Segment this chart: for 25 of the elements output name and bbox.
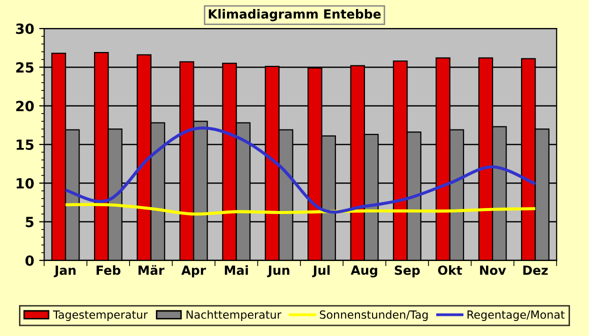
x-tick-label: Mär [138,265,164,275]
y-tick-label: 5 [26,216,34,228]
y-tick-label: 25 [16,62,34,73]
y-tick-label: 30 [16,24,34,34]
legend-label: Tagestemperatur [53,310,148,321]
x-tick-label: Jul [312,265,330,278]
y-tick-label: 15 [16,140,34,150]
x-tick-label: Aug [350,266,378,278]
x-tick-label: Nov [480,266,506,275]
x-tick-label: Mai [224,265,248,275]
x-tick-label: Feb [96,265,120,275]
legend-label: Sonnenstunden/Tag [320,310,428,321]
y-tick-label: 10 [16,178,34,189]
x-tick-label: Jan [54,266,76,278]
y-tick-label: 20 [16,100,34,112]
legend-label: Nachttemperatur [186,310,282,321]
line-series [64,202,537,216]
x-tick-label: Jun [267,266,290,278]
y-tick-label: 0 [25,255,34,266]
x-tick-label: Apr [181,266,206,278]
chart-title: Klimadiagramm Entebbe [208,9,381,22]
x-tick-label: Dez [523,266,548,275]
x-tick-label: Sep [394,265,420,278]
x-tick-label: Okt [438,265,462,275]
legend-label: Regentage/Monat [468,310,565,321]
